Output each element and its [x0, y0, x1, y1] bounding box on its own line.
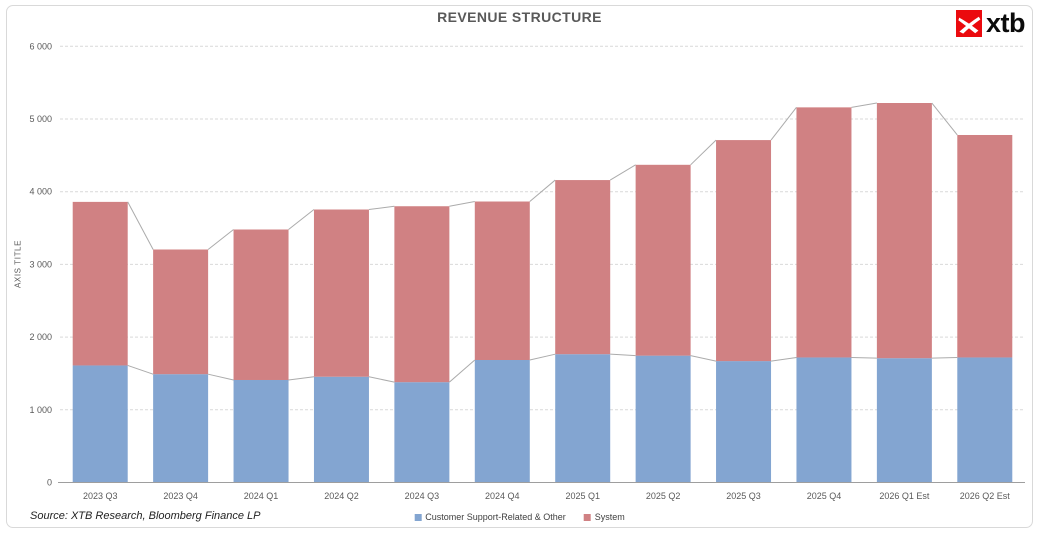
y-axis-title: AXIS TITLE — [13, 239, 23, 289]
bar-segment — [555, 180, 611, 355]
x-category-label: 2025 Q4 — [807, 491, 842, 501]
bar-segment — [876, 103, 932, 359]
bar-segment — [313, 209, 369, 377]
legend-label: System — [594, 512, 625, 522]
x-category-label: 2026 Q1 Est — [879, 491, 930, 501]
bar-segment — [72, 201, 128, 366]
series-connector-line — [690, 139, 717, 166]
series-connector-line — [529, 179, 556, 202]
y-tick-label: 5 000 — [29, 114, 52, 124]
bar-segment — [233, 379, 289, 483]
bar-segment — [474, 201, 530, 361]
series-connector-line — [368, 205, 395, 211]
series-connector-line — [288, 376, 315, 381]
series-connector-line — [529, 353, 556, 361]
series-connector-line — [368, 376, 395, 383]
bar-segment — [474, 360, 530, 483]
bar-segment — [72, 365, 128, 483]
series-connector-line — [208, 373, 234, 381]
x-category-label: 2025 Q1 — [565, 491, 600, 501]
y-tick-label: 6 000 — [29, 41, 52, 51]
bar-segment — [876, 358, 932, 483]
x-category-label: 2026 Q2 Est — [960, 491, 1011, 501]
x-category-label: 2023 Q3 — [83, 491, 118, 501]
legend-label: Customer Support-Related & Other — [425, 512, 566, 522]
y-tick-label: 0 — [47, 478, 52, 488]
bar-segment — [796, 107, 852, 358]
series-connector-line — [851, 102, 877, 108]
series-connector-line — [449, 201, 475, 207]
x-category-label: 2024 Q2 — [324, 491, 359, 501]
series-connector-line — [207, 229, 234, 250]
y-tick-label: 4 000 — [29, 187, 52, 197]
legend-item-system: System — [583, 512, 625, 522]
y-tick-label: 2 000 — [29, 332, 52, 342]
series-connector-line — [770, 107, 797, 141]
x-category-label: 2025 Q2 — [646, 491, 681, 501]
bar-segment — [716, 361, 772, 483]
legend-swatch-blue — [414, 513, 422, 521]
bar-segment — [957, 134, 1013, 358]
bar-segment — [635, 355, 691, 483]
legend-item-customer-support: Customer Support-Related & Other — [414, 512, 566, 522]
xtb-logo: xtb — [956, 8, 1026, 38]
series-connector-line — [690, 355, 717, 362]
series-connector-line — [931, 102, 958, 136]
bar-segment — [153, 374, 209, 483]
bar-segment — [394, 206, 450, 383]
series-connector-line — [127, 201, 154, 250]
bar-segment — [313, 376, 369, 483]
bar-segment — [153, 249, 209, 375]
legend-swatch-red — [583, 513, 591, 521]
x-category-label: 2024 Q4 — [485, 491, 520, 501]
bar-segment — [957, 357, 1013, 483]
series-connector-line — [449, 359, 476, 383]
bar-segment — [635, 164, 691, 356]
xtb-logo-text: xtb — [986, 8, 1026, 38]
series-connector-line — [931, 356, 958, 359]
series-connector-line — [851, 356, 877, 359]
x-category-label: 2025 Q3 — [726, 491, 761, 501]
x-category-label: 2024 Q3 — [405, 491, 440, 501]
chart-legend: Customer Support-Related & Other System — [414, 512, 625, 522]
xtb-x-mark-icon — [956, 10, 982, 37]
source-note: Source: XTB Research, Bloomberg Finance … — [30, 510, 261, 522]
bar-segment — [555, 354, 611, 483]
x-category-label: 2023 Q4 — [163, 491, 198, 501]
bar-segment — [394, 382, 450, 483]
bar-segment — [796, 357, 852, 483]
series-connector-line — [288, 209, 315, 230]
chart-title: REVENUE STRUCTURE — [437, 9, 602, 25]
series-connector-line — [127, 364, 154, 375]
x-category-label: 2024 Q1 — [244, 491, 279, 501]
bar-segment — [716, 140, 772, 362]
series-connector-line — [770, 356, 797, 362]
series-connector-line — [610, 353, 636, 357]
series-connector-line — [609, 164, 636, 181]
y-tick-label: 3 000 — [29, 259, 52, 269]
y-tick-label: 1 000 — [29, 405, 52, 415]
bar-segment — [233, 229, 289, 380]
